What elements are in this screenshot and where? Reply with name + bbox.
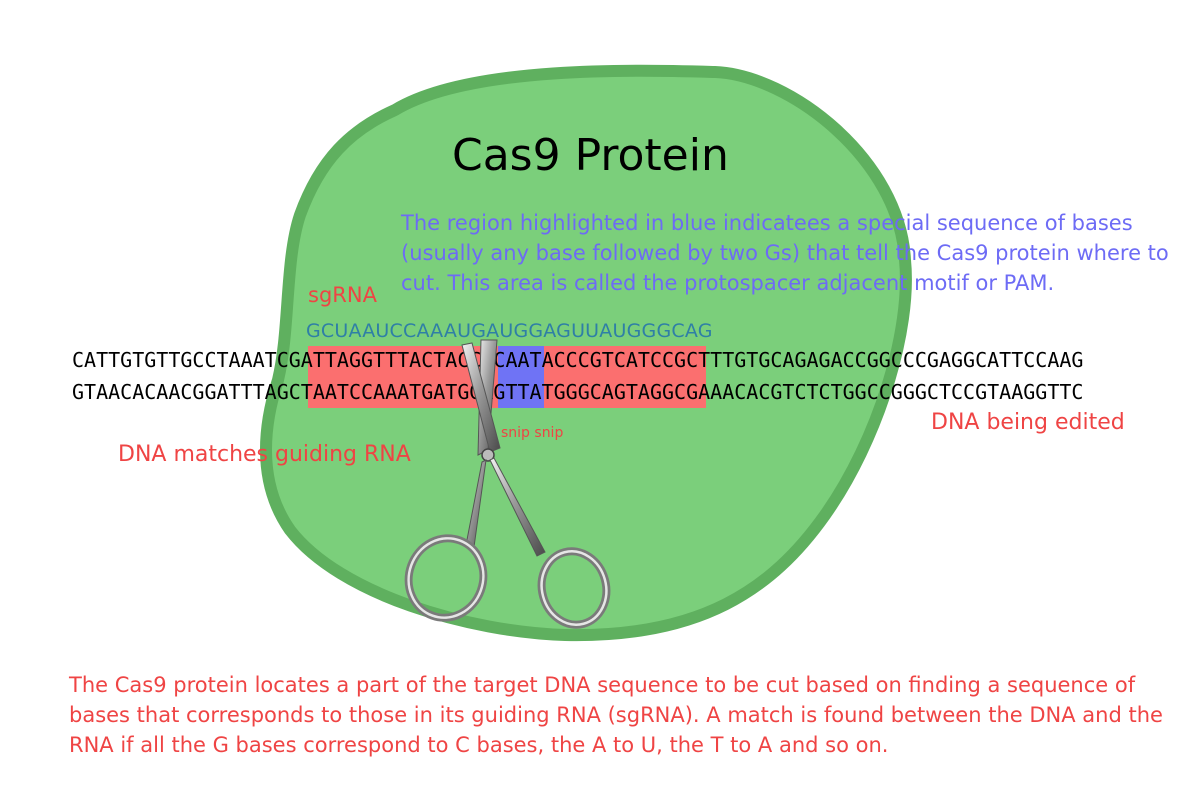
pam-note: The region highlighted in blue indicatee…	[401, 211, 1169, 295]
protein-title: Cas9 Protein	[452, 130, 729, 181]
dna-top-strand: CATTGTGTTGCCTAAATCGATTAGGTTTACTACCTCAATA…	[72, 348, 1084, 372]
snip-label: snip snip	[501, 425, 564, 441]
pam-highlight	[498, 346, 544, 408]
dna-bottom-strand: GTAACACAACGGATTTAGCTAATCCAAATGATGGAGTTAT…	[72, 380, 1084, 404]
dna-match-highlight-right	[544, 346, 706, 408]
sgrna-label: sgRNA	[308, 283, 377, 307]
dna-edited-label: DNA being edited	[931, 410, 1125, 435]
dna-match-label: DNA matches guiding RNA	[118, 442, 411, 467]
explanation-text: The Cas9 protein locates a part of the t…	[69, 673, 1163, 757]
sgrna-sequence: GCUAAUCCAAAUGAUGGAGUUAUGGGCAG	[306, 320, 713, 342]
